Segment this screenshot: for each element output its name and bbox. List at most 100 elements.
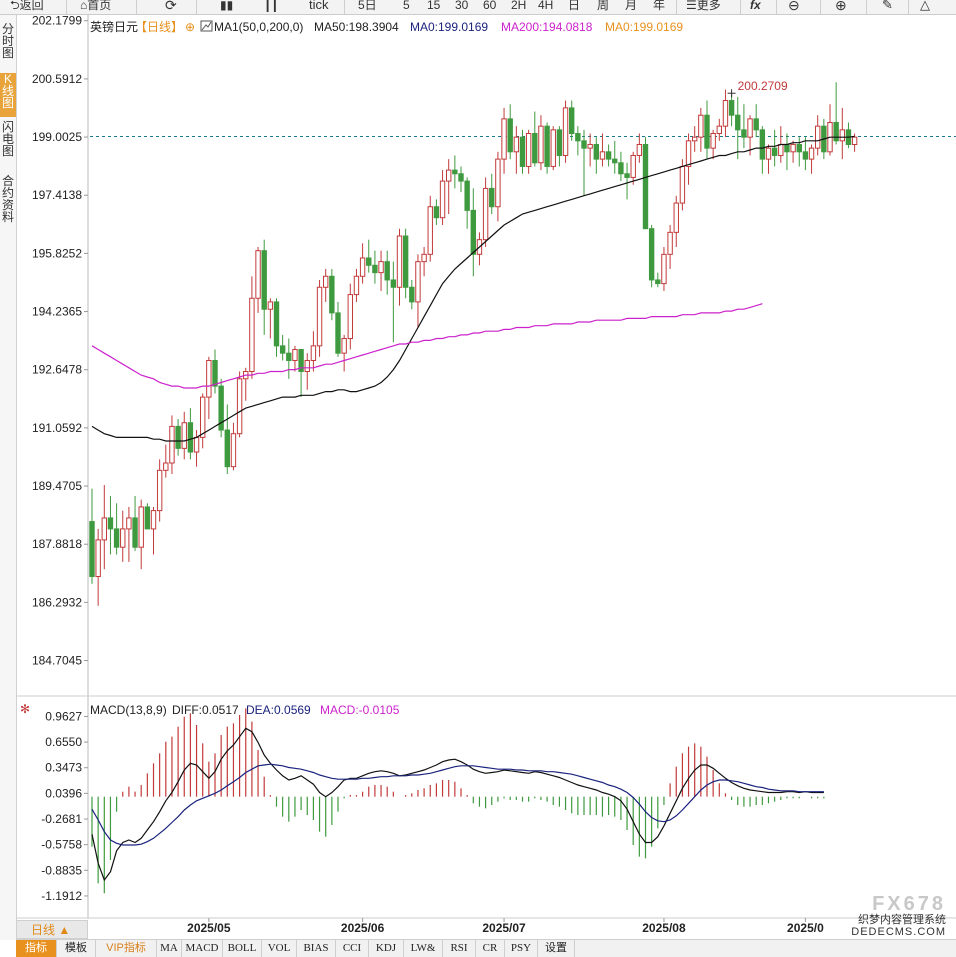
candle-body[interactable] (605, 151, 612, 160)
period-week[interactable]: 周 (597, 0, 610, 12)
candle-body[interactable] (839, 129, 845, 142)
candle-body[interactable] (612, 158, 618, 164)
candle-body[interactable] (181, 422, 187, 449)
candle-body[interactable] (384, 261, 390, 281)
period-5m[interactable]: 5 (403, 0, 410, 12)
period-30m[interactable]: 30 (455, 0, 469, 12)
candle-body[interactable] (107, 517, 114, 530)
candle-body[interactable] (150, 510, 157, 530)
nav-kline[interactable]: K线图 (0, 73, 16, 117)
candle-body[interactable] (138, 506, 144, 548)
nav-contract[interactable]: 合约资料 (1, 174, 14, 224)
candle-body[interactable] (347, 294, 354, 340)
candle-body[interactable] (359, 257, 366, 277)
candle-body[interactable] (544, 125, 550, 167)
candle-body[interactable] (679, 165, 686, 204)
tab-settings[interactable]: 设置 (538, 940, 575, 957)
candle-body[interactable] (212, 359, 218, 387)
candle-body[interactable] (95, 539, 101, 578)
candle-body[interactable] (581, 140, 587, 149)
back-button[interactable]: ⮌返回 (10, 0, 44, 12)
candle-body[interactable] (335, 312, 341, 354)
candle-body[interactable] (353, 275, 360, 296)
candle-body[interactable] (501, 118, 507, 160)
candle-body[interactable] (630, 154, 636, 178)
candle-body[interactable] (562, 107, 569, 156)
tab-lw[interactable]: LW& (404, 940, 443, 957)
candle-body[interactable] (101, 517, 107, 541)
candle-body[interactable] (292, 349, 298, 361)
candle-body[interactable] (569, 107, 575, 134)
candle-body[interactable] (661, 253, 667, 285)
tab-cci[interactable]: CCI (336, 940, 369, 957)
candle-body[interactable] (525, 132, 532, 167)
candle-body[interactable] (685, 140, 692, 167)
candle-body[interactable] (144, 506, 151, 530)
candle-body[interactable] (273, 301, 280, 347)
candle-body[interactable] (329, 275, 335, 314)
candle-body[interactable] (728, 100, 735, 116)
candle-body[interactable] (249, 297, 255, 372)
candle-body[interactable] (771, 147, 778, 156)
tab-vip[interactable]: VIP指标 (96, 940, 157, 957)
candle-body[interactable] (169, 425, 175, 464)
candle-body[interactable] (784, 143, 790, 153)
candle-body[interactable] (747, 118, 753, 138)
candle-body[interactable] (722, 100, 729, 127)
candle-body[interactable] (323, 275, 329, 288)
candle-body[interactable] (489, 187, 495, 208)
candle-body[interactable] (224, 429, 231, 468)
candle-body[interactable] (716, 125, 722, 134)
candle-body[interactable] (464, 180, 470, 211)
candle-body[interactable] (753, 118, 759, 131)
candle-body[interactable] (550, 129, 556, 167)
candle-body[interactable] (482, 187, 489, 241)
formula-button[interactable]: fx (750, 0, 761, 12)
candle-body[interactable] (255, 250, 261, 299)
tab-macd[interactable]: MACD (182, 940, 223, 957)
candle-body[interactable] (120, 528, 126, 548)
candle-body[interactable] (618, 162, 624, 175)
bar-chart-icon[interactable]: ▮▮ (220, 0, 234, 12)
candlestick-icon[interactable]: ┃┃ (264, 0, 279, 12)
candle-body[interactable] (815, 125, 821, 149)
candle-body[interactable] (636, 143, 643, 156)
period-4h[interactable]: 4H (538, 0, 554, 12)
candle-body[interactable] (759, 129, 766, 160)
candle-body[interactable] (470, 209, 477, 255)
tab-boll[interactable]: BOLL (223, 940, 262, 957)
candle-body[interactable] (808, 147, 815, 160)
candle-body[interactable] (415, 261, 421, 303)
candle-body[interactable] (507, 118, 513, 153)
candle-body[interactable] (648, 228, 655, 281)
zoom-out-icon[interactable]: ⊖ (788, 0, 800, 13)
period-year[interactable]: 年 (653, 0, 666, 12)
candle-body[interactable] (765, 147, 772, 160)
candle-body[interactable] (298, 349, 304, 372)
candle-body[interactable] (341, 338, 347, 354)
candle-body[interactable] (286, 352, 292, 361)
triangle-icon[interactable]: △ (920, 0, 930, 12)
tab-vol[interactable]: VOL (262, 940, 297, 957)
candle-body[interactable] (230, 433, 237, 468)
period-selector[interactable]: 日线 ▲ (16, 920, 88, 939)
candle-body[interactable] (587, 143, 593, 149)
candle-body[interactable] (126, 517, 132, 530)
period-15m[interactable]: 15 (427, 0, 441, 12)
candle-body[interactable] (378, 261, 384, 274)
nav-timeshare[interactable]: 分时图 (1, 22, 14, 60)
candle-body[interactable] (599, 151, 606, 160)
candle-body[interactable] (218, 385, 224, 431)
macd-settings-icon[interactable]: ✻ (20, 702, 30, 716)
candle-body[interactable] (624, 173, 630, 178)
candle-body[interactable] (279, 345, 286, 354)
candle-body[interactable] (427, 206, 433, 255)
candle-body[interactable] (163, 462, 169, 471)
candle-body[interactable] (692, 136, 698, 142)
period-day[interactable]: 日 (568, 0, 581, 12)
period-month[interactable]: 月 (625, 0, 638, 12)
candle-body[interactable] (236, 378, 243, 435)
candle-body[interactable] (667, 231, 673, 255)
home-button[interactable]: ⌂首页 (80, 0, 112, 12)
